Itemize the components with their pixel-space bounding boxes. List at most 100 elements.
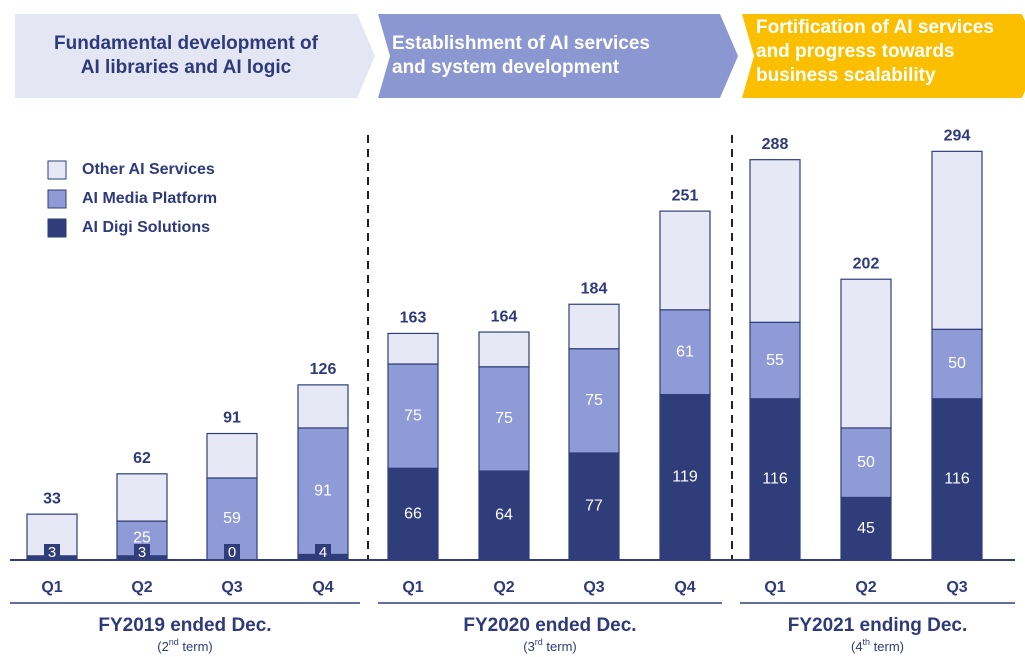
group-term: (2nd term) [157,637,213,654]
bar-segment [840,496,892,561]
data-label: 75 [495,410,513,427]
banner-text: Fortification of AI services [756,17,994,38]
x-tick-label: Q2 [493,579,514,596]
term-part: term) [870,639,904,654]
bar-segment [840,427,892,499]
x-tick-label: Q1 [402,579,423,596]
term-part: (2 [157,639,169,654]
banner-text: and system development [392,57,620,78]
term-part: term) [179,639,213,654]
bar-segment [297,384,349,429]
data-label: 116 [944,471,970,488]
banner [15,14,375,98]
label-bg [44,544,60,560]
banner-text: Fundamental development of [54,33,319,54]
legend-label: AI Media Platform [82,190,217,207]
bar-segment [749,398,801,561]
data-label: 59 [223,510,241,527]
total-label: 33 [43,490,61,507]
data-label: 116 [762,471,788,488]
legend-swatch [47,160,67,180]
data-label: 3 [138,544,146,561]
label-bg [315,544,331,560]
data-label: 50 [948,355,966,372]
term-part: rd [535,637,543,647]
data-label: 91 [314,482,332,499]
x-tick-label: Q2 [131,579,152,596]
banner-text: and progress towards [756,41,955,62]
bar-segment [387,467,439,561]
bar-segment [478,366,530,472]
banner [742,14,1025,98]
banner-text: Establishment of AI services [392,33,650,54]
bar-segment [116,473,168,522]
group-label: FY2020 ended Dec. [463,615,636,636]
term-part: (3 [523,639,535,654]
x-tick-label: Q3 [946,579,967,596]
data-label: 61 [676,343,694,360]
total-label: 184 [581,280,608,297]
bar-segment [659,393,711,561]
total-label: 126 [310,361,337,378]
data-label: 55 [766,352,784,369]
total-label: 288 [762,136,789,153]
bar-segment [840,278,892,429]
data-label: 3 [48,544,56,561]
total-label: 62 [133,450,151,467]
banner [378,14,738,98]
term-part: th [863,637,871,647]
data-label: 0 [228,544,236,561]
data-label: 25 [133,530,151,547]
total-label: 91 [223,410,241,427]
data-label: 64 [495,507,513,524]
x-tick-label: Q2 [855,579,876,596]
bar-segment [749,321,801,400]
bar-segment [297,427,349,556]
bar-segment [659,210,711,311]
term-part: (4 [851,639,863,654]
legend-swatch [47,218,67,238]
data-label: 77 [585,498,603,515]
group-label: FY2021 ending Dec. [788,615,968,636]
total-label: 251 [672,187,699,204]
bar-segment [931,150,983,330]
legend-label: AI Digi Solutions [82,219,210,236]
data-label: 50 [857,454,875,471]
bar-segment [387,363,439,469]
x-tick-label: Q3 [221,579,242,596]
banner-text: business scalability [756,65,936,86]
data-label: 45 [857,520,875,537]
data-label: 119 [672,469,698,486]
data-label: 66 [404,505,422,522]
banner-text: AI libraries and AI logic [81,57,292,78]
bar-segment [568,303,620,350]
bar-segment [387,332,439,365]
group-term: (4th term) [851,637,904,654]
term-part: nd [169,637,179,647]
bar-segment [568,348,620,454]
bar-segment [931,328,983,400]
total-label: 163 [400,310,427,327]
data-label: 4 [319,544,327,561]
bar-segment [659,309,711,396]
x-tick-label: Q4 [312,579,333,596]
bar-segment [568,452,620,561]
group-label: FY2019 ended Dec. [98,615,271,636]
bar-segment [749,159,801,323]
legend-label: Other AI Services [82,161,215,178]
total-label: 202 [853,255,880,272]
bar-segment [478,331,530,368]
bar-segment [931,398,983,561]
legend-swatch [47,189,67,209]
label-bg [224,544,240,560]
x-tick-label: Q1 [41,579,62,596]
total-label: 294 [944,128,971,145]
total-label: 164 [491,308,518,325]
data-label: 75 [404,407,422,424]
label-bg [134,544,150,560]
x-tick-label: Q4 [674,579,695,596]
bar-segment [206,432,258,479]
group-term: (3rd term) [523,637,577,654]
term-part: term) [543,639,577,654]
